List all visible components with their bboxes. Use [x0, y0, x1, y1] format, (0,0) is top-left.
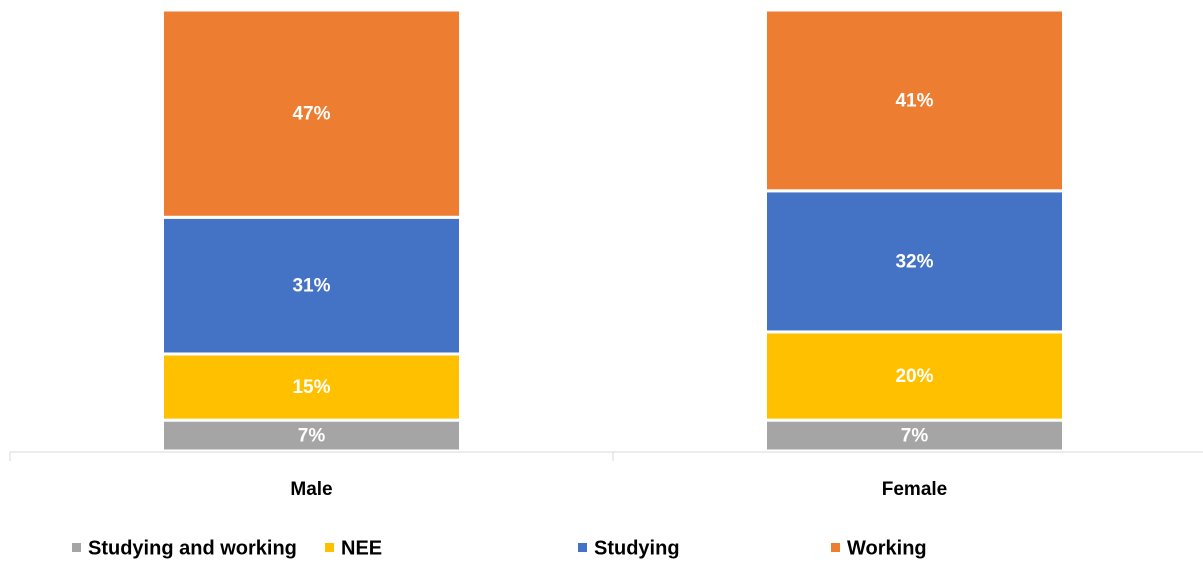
data-label: 41% — [895, 90, 933, 111]
legend-label: NEE — [341, 537, 382, 559]
legend-swatch — [831, 543, 840, 552]
bar-segment — [161, 352, 462, 422]
x-tick-label: Male — [290, 479, 332, 500]
bar-segment — [764, 8, 1065, 193]
data-label: 47% — [292, 104, 330, 125]
legend-label: Studying and working — [88, 537, 297, 559]
legend-label: Working — [847, 537, 927, 559]
bar-segment — [161, 8, 462, 219]
bar-segment — [764, 330, 1065, 422]
data-label: 15% — [292, 377, 330, 398]
data-label: 31% — [292, 276, 330, 297]
legend-swatch — [72, 543, 81, 552]
x-tick-label: Female — [882, 479, 947, 500]
legend-swatch — [578, 543, 587, 552]
data-label: 7% — [901, 426, 929, 447]
data-label: 7% — [298, 426, 326, 447]
data-label: 20% — [895, 366, 933, 387]
bar-segment — [764, 189, 1065, 334]
data-label: 32% — [895, 251, 933, 272]
bar-segment — [161, 418, 462, 453]
legend-swatch — [325, 543, 334, 552]
legend-label: Studying — [594, 537, 680, 559]
